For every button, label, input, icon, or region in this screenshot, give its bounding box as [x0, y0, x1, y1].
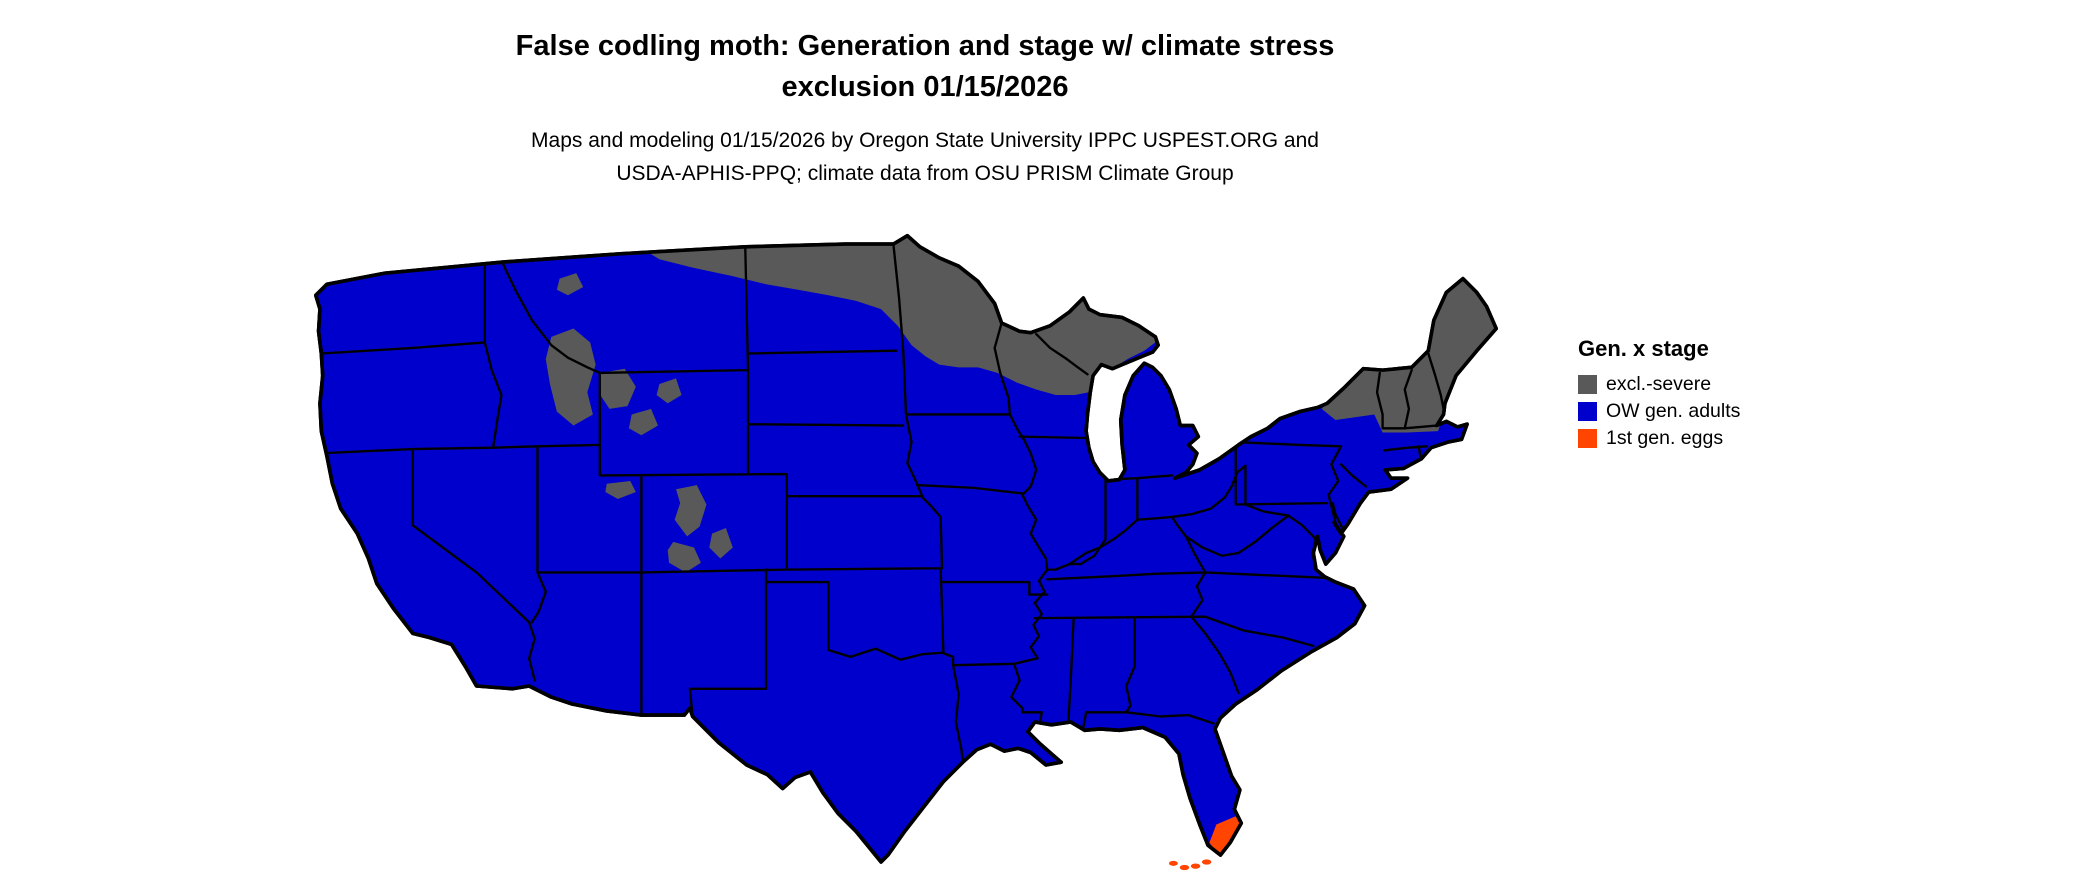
title-line-1: False codling moth: Generation and stage… — [515, 30, 1335, 62]
florida-key — [1179, 864, 1190, 871]
severe-exclusion-patch-bighorn — [656, 378, 682, 404]
legend-item-excl-severe: excl.-severe — [1578, 371, 1740, 398]
florida-key — [1201, 859, 1212, 865]
severe-exclusion-patch-yellowstone — [598, 368, 636, 409]
florida-key — [1190, 863, 1201, 869]
nation-outline-stroke — [313, 233, 1499, 864]
legend-swatch-excl-severe — [1578, 375, 1597, 394]
subtitle-line-1: Maps and modeling 01/15/2026 by Oregon S… — [531, 129, 1319, 152]
severe-exclusion-patch-glacier — [556, 273, 584, 296]
legend-item-ow-gen-adults: OW gen. adults — [1578, 398, 1740, 425]
map-title: False codling moth: Generation and stage… — [0, 26, 1850, 108]
legend: Gen. x stage excl.-severe OW gen. adults… — [1578, 336, 1740, 452]
state-borders — [320, 244, 1445, 762]
severe-exclusion-patch-idaho — [545, 328, 596, 426]
us-map — [313, 233, 1499, 871]
legend-item-1st-gen-eggs: 1st gen. eggs — [1578, 425, 1740, 452]
severe-exclusion-region-northeast — [1321, 273, 1497, 433]
severe-exclusion-patch-wind-river — [628, 408, 658, 436]
legend-label-ow-gen-adults: OW gen. adults — [1606, 400, 1741, 422]
severe-exclusion-patch-uintas — [605, 480, 636, 499]
first-gen-eggs-florida-keys — [1168, 859, 1212, 871]
map-subtitle: Maps and modeling 01/15/2026 by Oregon S… — [0, 124, 1850, 190]
legend-swatch-1st-gen-eggs — [1578, 429, 1597, 448]
legend-swatch-ow-gen-adults — [1578, 402, 1597, 421]
severe-exclusion-patch-san-juan — [667, 541, 701, 573]
legend-title: Gen. x stage — [1578, 336, 1709, 361]
severe-exclusion-patch-sangre — [709, 528, 733, 559]
severe-exclusion-patch-colorado-north — [674, 485, 707, 537]
subtitle-line-2: USDA-APHIS-PPQ; climate data from OSU PR… — [616, 162, 1234, 186]
title-line-2: exclusion 01/15/2026 — [781, 71, 1069, 104]
us-map-container — [295, 220, 1535, 886]
first-gen-eggs-region-south-florida — [1209, 816, 1246, 858]
legend-label-1st-gen-eggs: 1st gen. eggs — [1606, 427, 1724, 449]
florida-key — [1168, 860, 1178, 866]
legend-label-excl-severe: excl.-severe — [1606, 373, 1712, 395]
